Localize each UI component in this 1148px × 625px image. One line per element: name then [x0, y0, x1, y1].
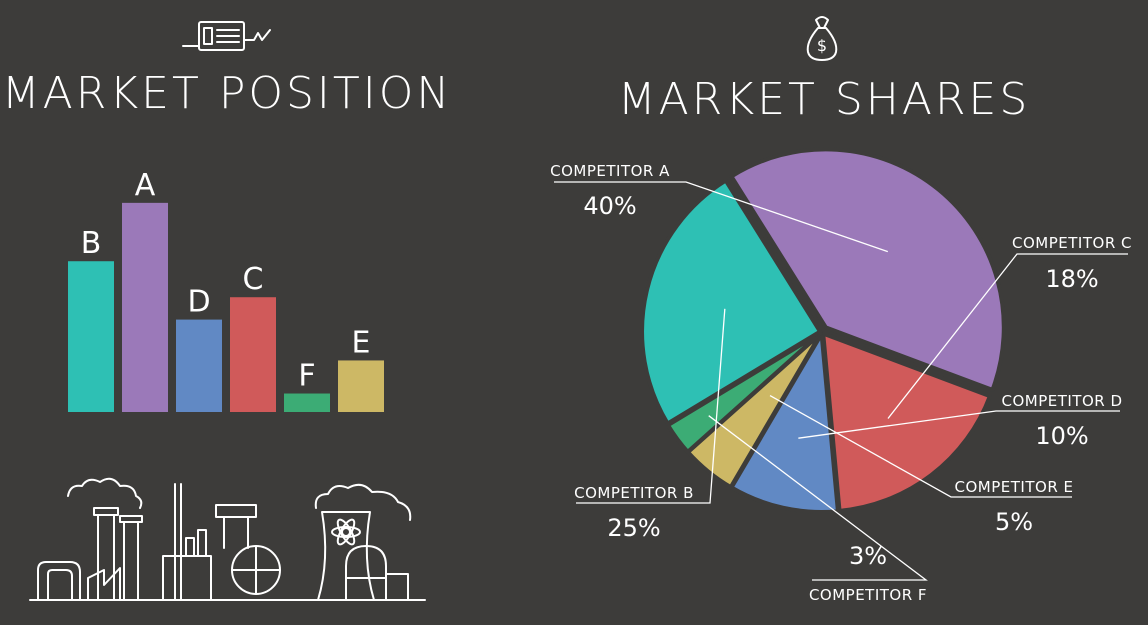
callout-name-competitor-f: COMPETITOR F: [809, 586, 927, 604]
callout-pct-competitor-b: 25%: [607, 514, 660, 542]
callout-line-competitor-d: [798, 410, 1120, 439]
pie-slice-competitor-b: [640, 178, 823, 426]
callout-line-competitor-f: [708, 415, 928, 581]
callout-pct-competitor-f: 3%: [849, 542, 887, 570]
bar-c: [230, 297, 276, 412]
callout-line-competitor-e: [769, 394, 1072, 498]
callout-name-competitor-e: COMPETITOR E: [955, 478, 1074, 496]
money-bag-icon: $: [806, 16, 838, 61]
bar-label-f: F: [298, 359, 315, 394]
bar-label-d: D: [187, 285, 210, 320]
bar-d: [176, 319, 222, 412]
callout-pct-competitor-d: 10%: [1035, 422, 1088, 450]
market-shares-panel: $ MARKET SHARES COMPETITOR A40%COMPETITO…: [550, 16, 1132, 604]
callout-name-competitor-c: COMPETITOR C: [1012, 234, 1132, 252]
market-position-title: MARKET POSITION: [2, 68, 453, 119]
bar-label-a: A: [135, 168, 156, 203]
pie-slice-competitor-d: [729, 331, 840, 514]
callout-line-competitor-c: [887, 253, 1128, 419]
callout-name-competitor-a: COMPETITOR A: [550, 162, 670, 180]
callout-name-competitor-b: COMPETITOR B: [574, 484, 694, 502]
pie-callouts: COMPETITOR A 40% COMPETITOR C 18% COMPETITOR…: [550, 162, 1132, 604]
bar-chart: BA DC F E: [68, 168, 384, 412]
bar-label-e: E: [352, 325, 371, 360]
callout-line-competitor-b: [576, 308, 726, 504]
dollar-sign-glyph: $: [817, 36, 827, 55]
callout-pct-competitor-e: 5%: [995, 508, 1033, 536]
pie-chart: [640, 147, 1006, 514]
bar-label-c: C: [243, 262, 264, 297]
pie-slice-competitor-a: [729, 147, 1006, 392]
document-plug-icon: [182, 21, 271, 51]
bar-label-b: B: [81, 226, 102, 261]
bar-e: [338, 360, 384, 412]
callout-pct-competitor-c: 18%: [1045, 265, 1098, 293]
callout-pct-competitor-a: 40%: [583, 192, 636, 220]
market-position-panel: MARKET POSITION BA DC F E: [2, 21, 453, 601]
bar-f: [284, 393, 330, 412]
bar-a: [122, 202, 168, 412]
callout-line-competitor-a: [554, 181, 889, 253]
market-shares-title: MARKET SHARES: [618, 74, 1031, 125]
factory-skyline-icon: [29, 477, 426, 601]
callout-name-competitor-d: COMPETITOR D: [1001, 392, 1122, 410]
bar-b: [68, 261, 114, 412]
